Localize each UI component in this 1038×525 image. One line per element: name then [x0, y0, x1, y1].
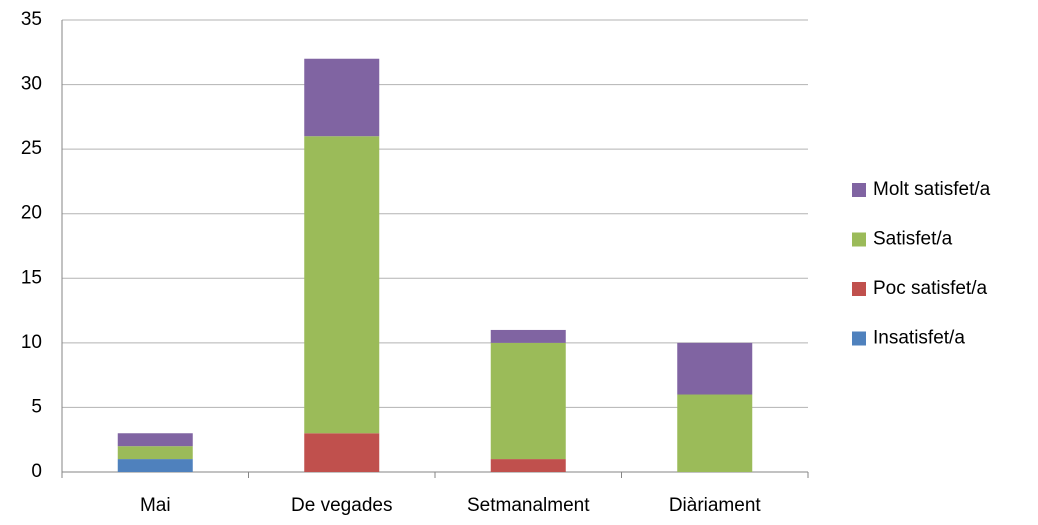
- bar-segment: [117, 446, 193, 460]
- bar-segment: [304, 433, 380, 472]
- y-tick-label: 25: [21, 138, 42, 159]
- legend-label: Satisfet/a: [873, 229, 953, 250]
- bar-segment: [117, 459, 193, 472]
- bar-segment: [117, 433, 193, 447]
- legend-label: Insatisfet/a: [873, 328, 965, 349]
- legend-label: Molt satisfet/a: [873, 179, 991, 200]
- bar-segment: [490, 329, 566, 343]
- bar-segment: [490, 459, 566, 472]
- bar-segment: [677, 342, 753, 395]
- legend-label: Poc satisfet/a: [873, 278, 987, 299]
- bar-segment: [677, 394, 753, 472]
- bar-segment: [304, 58, 380, 137]
- x-tick-label: Diàriament: [669, 495, 762, 516]
- x-tick-label: De vegades: [291, 495, 392, 516]
- y-tick-label: 10: [21, 332, 42, 353]
- y-tick-label: 20: [21, 203, 42, 224]
- x-tick-label: Mai: [140, 495, 171, 516]
- legend-swatch: [852, 183, 866, 197]
- y-tick-label: 15: [21, 267, 42, 288]
- legend-swatch: [852, 331, 866, 346]
- legend-swatch: [852, 282, 866, 296]
- x-tick-label: Setmanalment: [467, 495, 590, 516]
- bar-segment: [490, 342, 566, 460]
- y-tick-label: 35: [21, 9, 42, 30]
- legend-swatch: [852, 232, 866, 247]
- y-tick-label: 5: [31, 396, 42, 417]
- bar-segment: [304, 136, 380, 434]
- y-tick-label: 0: [31, 461, 42, 482]
- y-tick-label: 30: [21, 74, 42, 95]
